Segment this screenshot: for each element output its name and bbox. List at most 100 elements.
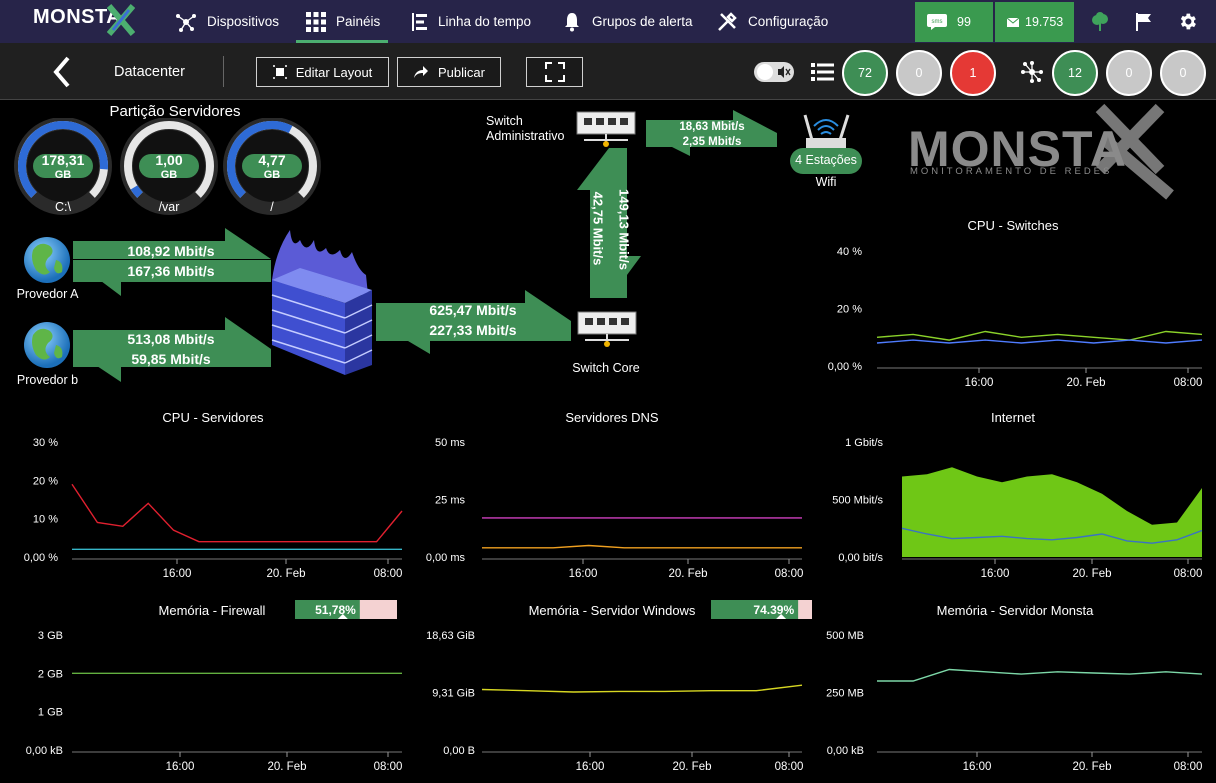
nav-label: Configuração <box>748 14 829 29</box>
edit-layout-button[interactable]: Editar Layout <box>256 57 389 87</box>
nav-label: Dispositivos <box>207 14 280 29</box>
logo[interactable]: MONSTA <box>33 6 122 28</box>
chart-title: CPU - Switches <box>967 218 1059 233</box>
y-tick-label: 1 GB <box>38 707 63 719</box>
sms-count: 99 <box>957 15 971 29</box>
gauge-unit: GB <box>161 169 178 181</box>
series-line <box>71 483 403 543</box>
y-tick-label: 500 MB <box>826 630 864 642</box>
gauge-value: 1,00 <box>155 152 182 168</box>
share-icon <box>414 66 429 78</box>
dashboard-toolbar: Datacenter Editar Layout Publicar <box>0 43 1216 100</box>
y-tick-label: 18,63 GiB <box>426 630 475 642</box>
sound-toggle[interactable] <box>754 61 794 83</box>
provider-a-label: Provedor A <box>16 287 79 301</box>
switch-core-icon[interactable] <box>577 311 637 347</box>
provider-b-label: Provedor b <box>16 373 79 387</box>
x-tick-label: 16:00 <box>963 761 992 773</box>
tree-icon[interactable] <box>1089 11 1111 33</box>
series-line <box>482 544 802 549</box>
firewall-out-rate: 227,33 Mbit/s <box>429 322 517 338</box>
bell-icon <box>565 12 579 31</box>
provider-a-in-rate: 108,92 Mbit/s <box>127 243 215 259</box>
nav-grupos-de-alerta[interactable]: Grupos de alerta <box>562 0 693 43</box>
publish-button[interactable]: Publicar <box>397 57 501 87</box>
tools-icon <box>718 11 737 31</box>
gauge-fill <box>130 185 143 198</box>
provider-b-in-rate: 513,08 Mbit/s <box>127 331 215 347</box>
x-tick-label: 08:00 <box>374 568 403 580</box>
memory-badge-marker <box>337 614 348 619</box>
node-ok-count[interactable]: 12 <box>1052 50 1098 96</box>
y-tick-label: 2 GB <box>38 668 63 680</box>
gear-icon[interactable] <box>1177 11 1198 32</box>
x-tick-label: 20. Feb <box>669 568 708 580</box>
gauge-unit: GB <box>264 169 281 181</box>
list-icon[interactable] <box>811 62 835 82</box>
globe-icon[interactable] <box>24 237 70 283</box>
globe-icon[interactable] <box>24 322 70 368</box>
status-unknown-count[interactable]: 0 <box>896 50 942 96</box>
gauge-value-pill <box>139 154 199 178</box>
chart-title: Memória - Servidor Monsta <box>937 603 1095 618</box>
wifi-router-icon[interactable] <box>803 114 850 148</box>
active-tab-indicator <box>296 40 388 43</box>
provider-a-out-rate: 167,36 Mbit/s <box>127 263 215 279</box>
network-map <box>24 103 1174 382</box>
gauge-value: 4,77 <box>258 152 285 168</box>
x-tick-label: 16:00 <box>965 377 994 389</box>
y-tick-label: 20 % <box>33 475 58 487</box>
sms-counter[interactable]: sms 99 <box>915 2 993 42</box>
devices-icon <box>176 13 196 32</box>
fullscreen-button[interactable] <box>526 57 583 87</box>
y-tick-label: 20 % <box>837 304 862 316</box>
firewall-icon[interactable] <box>271 230 373 375</box>
chart-title: CPU - Servidores <box>162 410 264 425</box>
memory-badge <box>711 600 812 619</box>
gauge-panel-title: Partição Servidores <box>109 103 241 120</box>
mail-count: 19.753 <box>1025 15 1064 29</box>
gauge-track <box>124 121 214 198</box>
series-line <box>901 527 1203 544</box>
memory-badge-value: 51,78% <box>315 603 356 617</box>
nav-linha-do-tempo[interactable]: Linha do tempo <box>410 0 531 43</box>
x-tick-label: 16:00 <box>166 761 195 773</box>
y-tick-label: 10 % <box>33 514 58 526</box>
y-tick-label: 0,00 bit/s <box>838 552 883 564</box>
y-tick-label: 0,00 % <box>828 361 862 373</box>
status-ok-count[interactable]: 72 <box>842 50 888 96</box>
switch-admin-icon[interactable] <box>576 111 636 147</box>
wifi-out-rate: 2,35 Mbit/s <box>682 136 742 148</box>
switch-core-label: Switch Core <box>572 361 640 375</box>
mail-counter[interactable]: 19.753 <box>995 2 1074 42</box>
x-tick-label: 20. Feb <box>268 761 307 773</box>
flag-icon[interactable] <box>1135 12 1153 32</box>
nav-paineis[interactable]: Painéis <box>306 0 380 43</box>
node-unknown-count[interactable]: 0 <box>1106 50 1152 96</box>
nav-dispositivos[interactable]: Dispositivos <box>175 0 279 43</box>
nodes-icon[interactable] <box>1020 60 1044 84</box>
wifi-in-rate: 18,63 Mbit/s <box>679 121 745 133</box>
wifi-stations-badge[interactable]: 4 Estações <box>795 153 857 167</box>
nav-configuracao[interactable]: Configuração <box>716 0 828 43</box>
status-error-count[interactable]: 1 <box>950 50 996 96</box>
x-tick-label: 08:00 <box>1174 761 1203 773</box>
x-tick-label: 08:00 <box>1174 568 1203 580</box>
y-tick-label: 0,00 kB <box>26 745 63 757</box>
x-tick-label: 16:00 <box>163 568 192 580</box>
gauge-label: / <box>270 200 274 214</box>
crop-icon <box>272 65 287 79</box>
dashboard-title: Datacenter <box>114 64 185 80</box>
x-tick-label: 20. Feb <box>1067 377 1106 389</box>
fullscreen-icon <box>544 62 565 82</box>
back-chevron-icon[interactable] <box>52 56 72 88</box>
gauge-value-pill <box>242 154 302 178</box>
y-tick-label: 0,00 kB <box>827 745 864 757</box>
y-tick-label: 40 % <box>837 246 862 258</box>
chart-title: Memória - Firewall <box>159 603 266 618</box>
node-error-count[interactable]: 0 <box>1160 50 1206 96</box>
x-tick-label: 20. Feb <box>673 761 712 773</box>
series-line <box>876 339 1203 344</box>
